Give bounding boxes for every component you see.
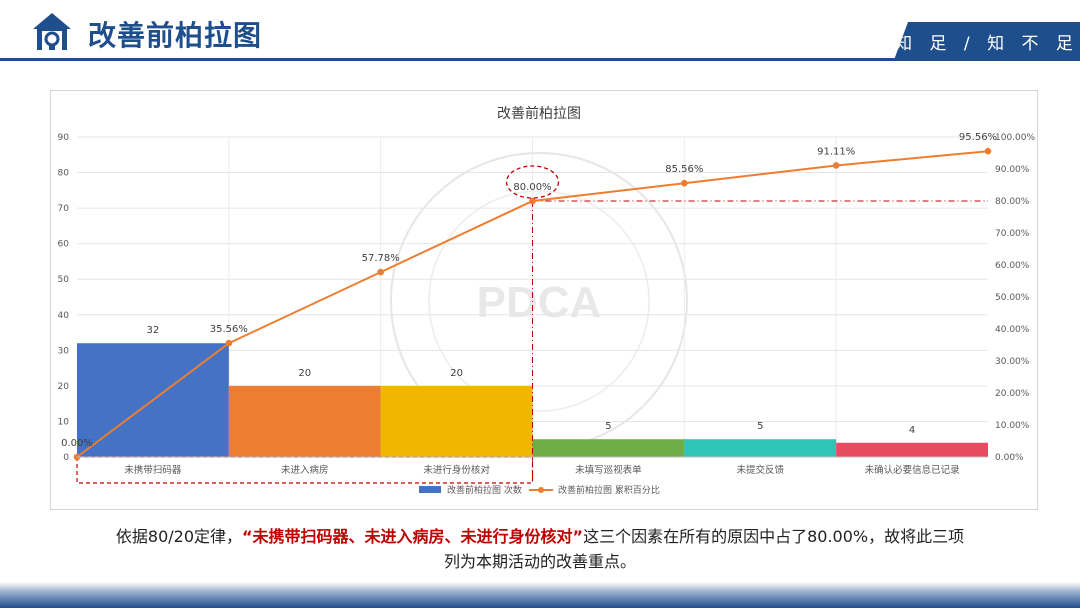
y-left-tick-label: 0 xyxy=(63,453,69,463)
cumulative-label: 85.56% xyxy=(665,164,703,175)
y-right-tick-label: 30.00% xyxy=(995,357,1030,367)
chart-title: 改善前柏拉图 xyxy=(497,105,581,122)
y-right-tick-label: 60.00% xyxy=(995,261,1030,271)
bar-value-label: 20 xyxy=(450,368,463,379)
cumulative-label: 0.00% xyxy=(61,438,93,449)
y-right-tick-label: 50.00% xyxy=(995,293,1030,303)
bar xyxy=(228,385,381,457)
cumulative-label: 80.00% xyxy=(513,182,551,193)
y-left-tick-label: 30 xyxy=(58,346,70,356)
highlight-ellipse xyxy=(505,165,560,199)
bar xyxy=(532,439,685,457)
bar-value-label: 32 xyxy=(147,325,160,336)
legend-line-marker xyxy=(538,487,544,493)
y-left-tick-label: 70 xyxy=(58,204,70,214)
cumulative-label: 91.11% xyxy=(817,146,855,157)
house-logo-icon xyxy=(33,13,71,50)
y-right-tick-label: 100.00% xyxy=(995,133,1035,143)
legend-bar-swatch xyxy=(419,486,441,493)
cumulative-label: 57.78% xyxy=(362,253,400,264)
cumulative-label: 35.56% xyxy=(210,324,248,335)
caption-prefix: 依据80/20定律， xyxy=(115,527,243,546)
y-right-tick-label: 20.00% xyxy=(995,389,1030,399)
x-category-label: 未进行身份核对 xyxy=(423,464,490,476)
y-right-tick-label: 70.00% xyxy=(995,229,1030,239)
motto-badge: 知 足 / 知 不 足 xyxy=(894,22,1080,60)
x-category-label: 未携带扫码器 xyxy=(124,464,182,476)
y-left-tick-label: 90 xyxy=(58,133,70,143)
y-right-tick-label: 10.00% xyxy=(995,421,1030,431)
x-category-label: 未进入病房 xyxy=(281,464,329,476)
analysis-caption: 依据80/20定律，“未携带扫码器、未进入病房、未进行身份核对”这三个因素在所有… xyxy=(60,524,1020,574)
y-left-tick-label: 60 xyxy=(58,240,70,250)
cumulative-point xyxy=(529,197,536,205)
y-right-tick-label: 0.00% xyxy=(995,453,1024,463)
watermark-text: PDCA xyxy=(477,278,602,327)
cumulative-label: 95.56% xyxy=(959,132,997,143)
chart-canvas: PDCA 0 10 20 30 40 50 60 70 80 90 0.00% 10.00% 20.00… xyxy=(58,105,1036,496)
x-category-label: 未提交反馈 xyxy=(736,464,784,476)
caption-suffix: 这三个因素在所有的原因中占了80.00%，故将此三项 xyxy=(583,527,965,546)
caption-highlight: “未携带扫码器、未进入病房、未进行身份核对” xyxy=(242,527,584,546)
y-left-tick-label: 80 xyxy=(58,169,70,179)
y-left-tick-label: 20 xyxy=(58,382,70,392)
cumulative-point xyxy=(984,147,992,155)
bar-value-label: 4 xyxy=(909,425,915,436)
bar xyxy=(684,439,837,457)
pareto-chart: PDCA 0 10 20 30 40 50 60 70 80 90 0.00% 10.00% 20.00… xyxy=(50,90,1038,510)
y-right-tick-label: 90.00% xyxy=(995,165,1030,175)
caption-line2: 列为本期活动的改善重点。 xyxy=(443,552,636,571)
legend-line-label: 改善前柏拉图 累积百分比 xyxy=(558,484,660,496)
bar xyxy=(380,385,533,457)
y-left-tick-label: 10 xyxy=(58,417,70,427)
bar-value-label: 5 xyxy=(605,421,611,432)
footer-band xyxy=(0,582,1080,608)
cumulative-point xyxy=(225,339,233,347)
y-right-tick-label: 80.00% xyxy=(995,197,1030,207)
cumulative-point xyxy=(377,268,384,276)
legend-bar-label: 改善前柏拉图 次数 xyxy=(447,484,522,496)
cumulative-point xyxy=(681,179,688,187)
x-category-label: 未填写巡视表单 xyxy=(575,464,642,476)
header-divider xyxy=(0,58,1080,61)
bar-value-label: 5 xyxy=(757,421,763,432)
x-category-label: 未确认必要信息已记录 xyxy=(865,464,961,476)
y-right-tick-label: 40.00% xyxy=(995,325,1030,335)
page-title: 改善前柏拉图 xyxy=(88,19,263,52)
bar xyxy=(836,442,988,457)
bar-value-label: 20 xyxy=(298,368,311,379)
header: 改善前柏拉图 知 足 / 知 不 足 xyxy=(0,0,1080,62)
y-left-tick-label: 50 xyxy=(58,275,70,285)
cumulative-point xyxy=(832,162,840,169)
y-left-tick-label: 40 xyxy=(58,311,70,321)
